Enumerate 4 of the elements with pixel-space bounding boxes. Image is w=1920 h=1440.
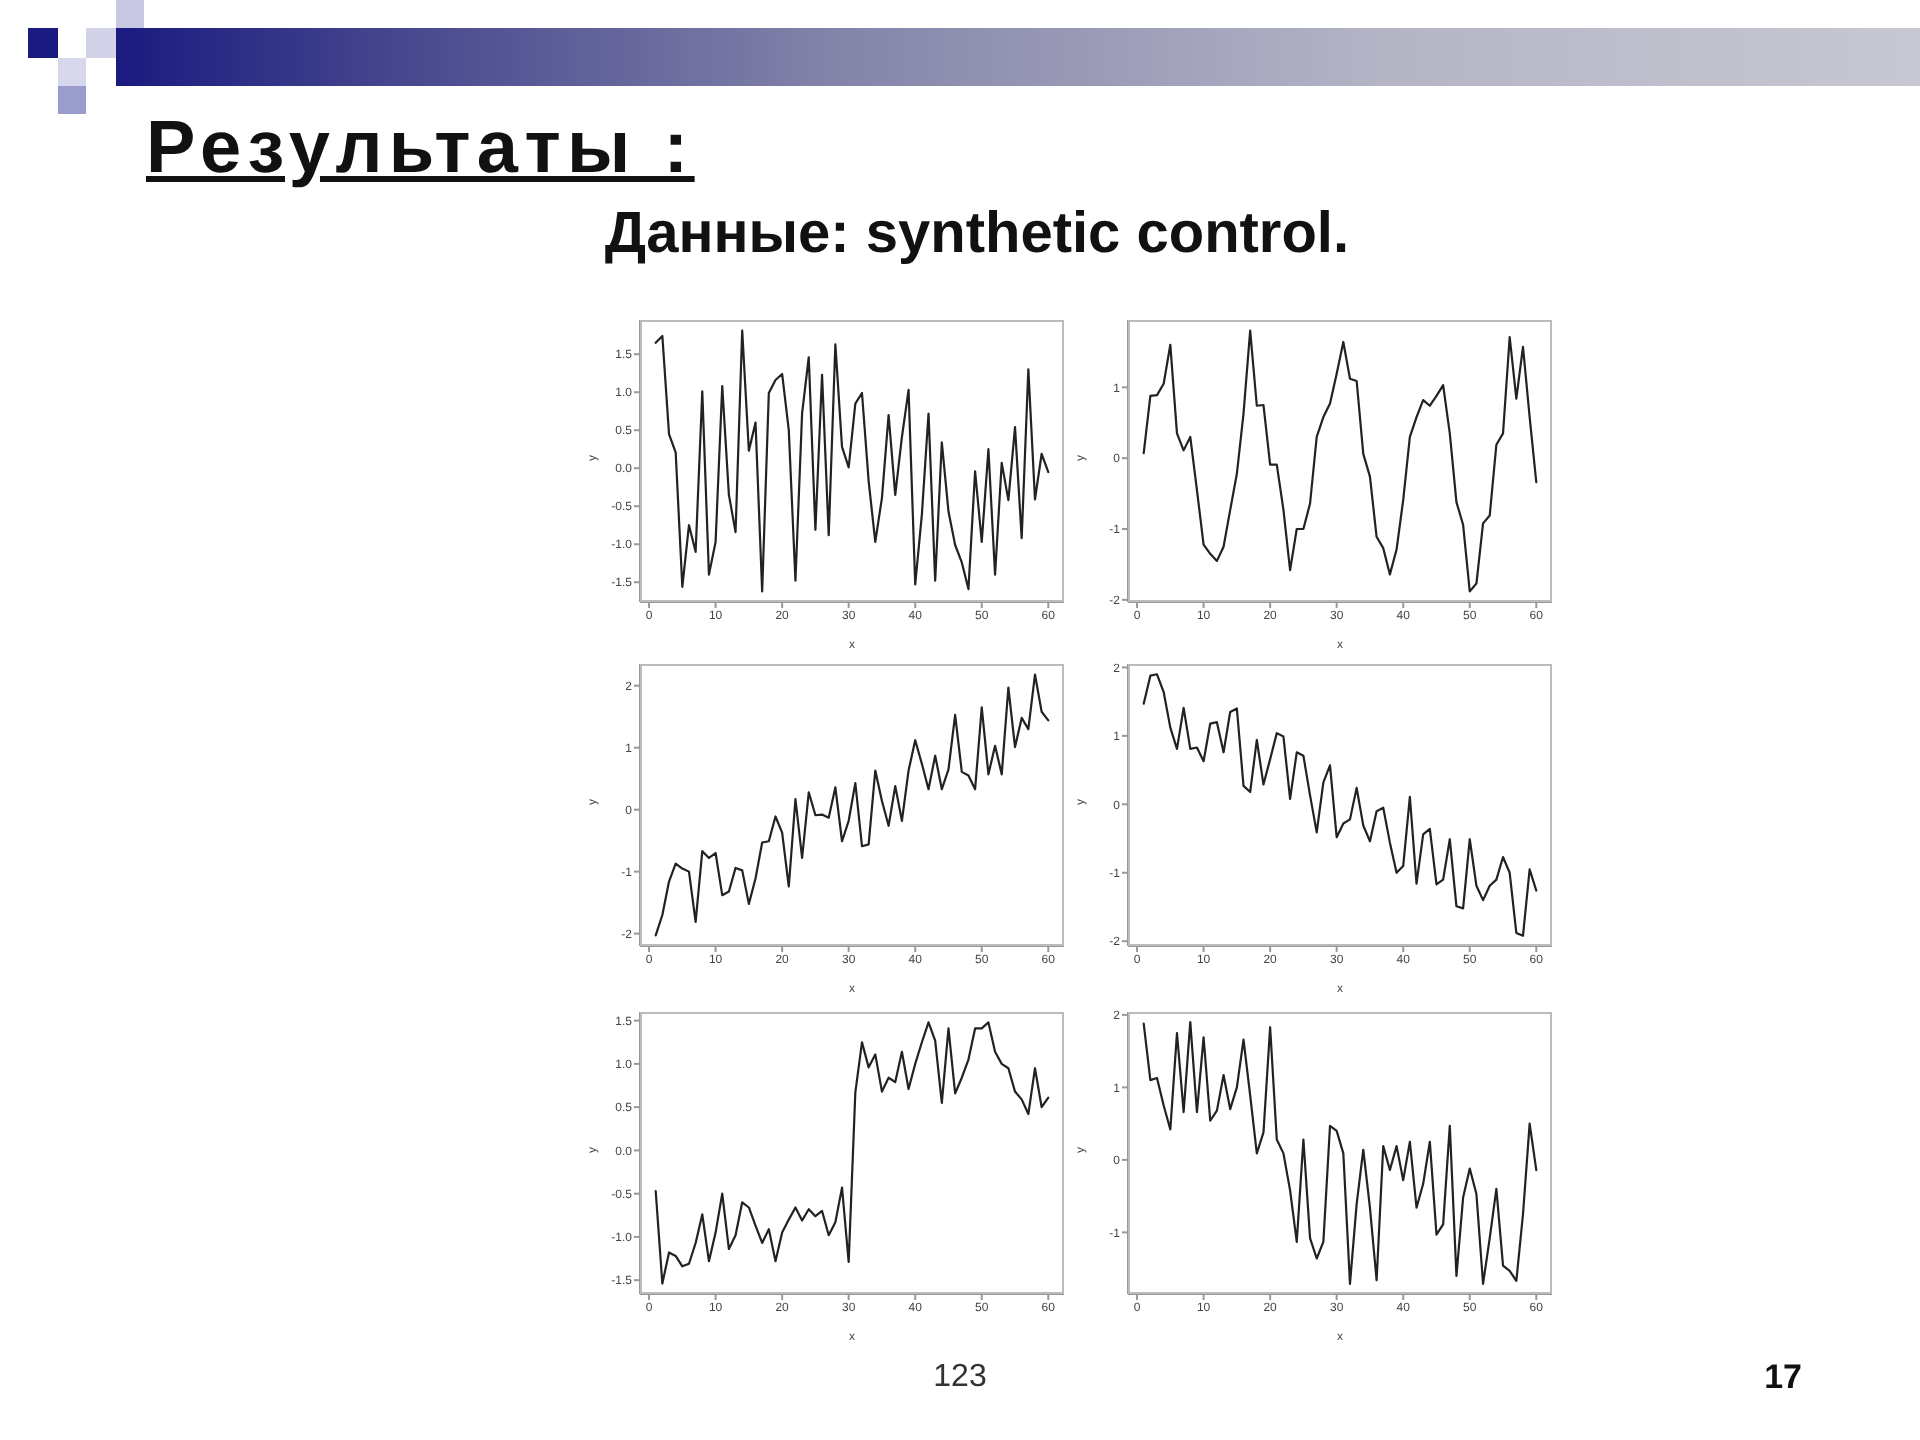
chart-subtitle: Данные: synthetic control. <box>602 202 1352 268</box>
chart-title: Результаты : <box>146 106 695 190</box>
text: 123 <box>931 1360 989 1396</box>
text: 17 <box>1762 1358 1802 1398</box>
